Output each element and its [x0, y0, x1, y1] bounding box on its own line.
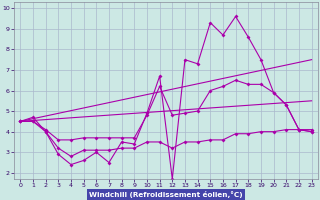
X-axis label: Windchill (Refroidissement éolien,°C): Windchill (Refroidissement éolien,°C) [89, 191, 243, 198]
